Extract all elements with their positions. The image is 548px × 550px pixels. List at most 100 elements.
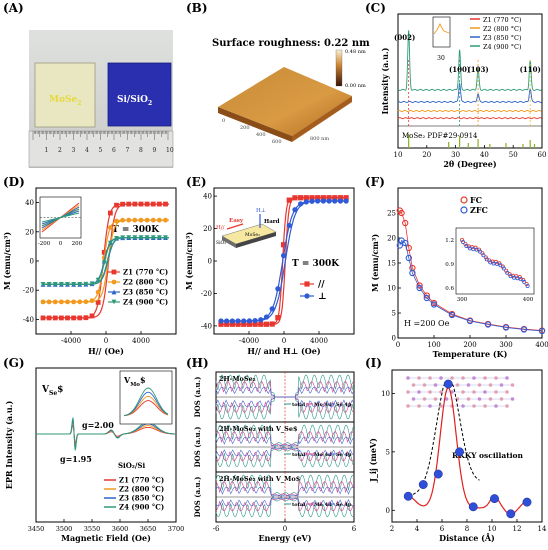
mt-legend-label: ZFC [470, 205, 488, 215]
ani-data-marker [241, 321, 247, 327]
epr-g1-label: g=2.00 [82, 420, 114, 430]
dos-curve-se [215, 447, 354, 457]
ani-data-marker [280, 252, 287, 259]
ani-inset-substrate-front [236, 232, 276, 248]
ani-legend-label: ⊥ [318, 292, 327, 302]
xrd-reference-label: MoSe₂ PDF#29-0914 [402, 132, 478, 140]
ani-inset-hard: Hard [264, 219, 280, 225]
mh-data-marker [156, 201, 162, 207]
ruler-number: 1 [45, 147, 49, 154]
ani-data-marker [332, 198, 338, 204]
ani-data-marker [320, 195, 326, 201]
afm-axis-ticks: 0 200 400 600 800 nm [222, 118, 329, 145]
mh-data-marker [46, 281, 52, 287]
dos-legend-label: Mo 4d [314, 452, 332, 458]
mh-data-marker [40, 299, 46, 305]
epr-inset-line [123, 391, 169, 417]
epr-legend-label: Z1 (770 °C) [119, 476, 164, 485]
ani-data-marker [263, 314, 270, 320]
mh-data-marker [65, 299, 70, 305]
mh-data-marker [40, 281, 46, 287]
dos-curve-mo [215, 431, 354, 447]
dos-legend-label: total [292, 452, 305, 458]
ani-data-marker [269, 306, 275, 312]
mt-legend-marker [460, 206, 468, 214]
epr-y-label: EPR Intensity (a.u.) [4, 401, 14, 490]
mt-y-tick-label: 25 [387, 210, 396, 218]
mt-data-marker [502, 324, 510, 331]
mh-legend-label: Z1 (770 °C) [123, 268, 168, 277]
ani-data-marker [258, 317, 264, 323]
mt-inset-marker [518, 277, 523, 282]
ruler-number: 6 [112, 147, 116, 154]
mt-data-marker [448, 311, 456, 319]
xrd-legend-label: Z1 (770 °C) [483, 16, 522, 24]
mh-inset-line [41, 212, 80, 223]
panel-label-c: (C) [365, 1, 386, 15]
dos-legend-label: Mo 4d [314, 402, 332, 408]
ani-data-marker [224, 321, 230, 327]
ani-legend-marker [304, 293, 310, 299]
dos-legend-label: total [292, 502, 305, 508]
ani-data-marker [320, 198, 326, 204]
ani-y-tick-label: 20 [203, 225, 212, 233]
rkky-x-tick-label: 8 [465, 525, 469, 533]
ruler-number: 8 [139, 147, 143, 154]
rkky-y-label: J_ij (meV) [368, 438, 378, 483]
epr-inset-line [123, 395, 169, 417]
ani-y-tick-label: -40 [201, 322, 212, 330]
ani-temperature-label: T = 300K [292, 259, 340, 269]
dos-curve-total [215, 497, 354, 518]
mh-data-marker [58, 281, 64, 287]
dos-legend-label: total [292, 402, 305, 408]
afm-surface-top [218, 67, 352, 136]
xrd-legend-label: Z2 (800 °C) [483, 25, 522, 33]
ani-data-marker [235, 321, 241, 327]
mh-chart-anisotropy: -4000 0 4000 -40 -20 0 20 40 H// and H⊥ (Oe) M (e… [184, 187, 355, 356]
mh-data-marker [46, 315, 52, 321]
mt-legend-marker [460, 196, 468, 204]
mh-data-marker [120, 217, 126, 223]
mh-legend-label: Z3 (850 °C) [123, 288, 168, 297]
mh-data-marker [95, 289, 101, 295]
ani-data-marker [309, 195, 315, 201]
afm-colorbar-max: 0.48 nm [345, 49, 366, 55]
ani-y-label: M (emu/cm³) [184, 232, 194, 291]
mh-data-marker [95, 300, 101, 305]
mh-data-marker [89, 298, 95, 304]
epr-vse-label: VSe$ [41, 385, 63, 397]
mt-inset-marker [488, 260, 493, 265]
si-sio2-wafer-label: Si/SiO2 [117, 95, 152, 107]
ani-legend-marker [304, 281, 310, 287]
ani-data-marker [263, 321, 270, 327]
epr-inset-line [123, 400, 169, 417]
mt-data-marker [409, 269, 416, 277]
mh-data-marker [138, 235, 144, 241]
dos-x-tick-label: 6 [352, 525, 357, 533]
xrd-series-line [398, 82, 542, 103]
mh-data-marker [71, 281, 77, 287]
epr-vse-sym: $ [57, 385, 63, 395]
ani-data-marker [298, 195, 304, 201]
ani-x-tick-label: 0 [282, 337, 286, 345]
mh-data-marker [150, 217, 156, 223]
panel-b: (B) Surface roughness: 0.22 nm 0 200 400… [186, 1, 370, 145]
ani-data-marker [252, 321, 258, 327]
mh-data-marker [107, 225, 113, 230]
mh-data-marker [65, 315, 70, 321]
ani-data-marker [292, 195, 298, 201]
ani-data-marker [218, 318, 224, 324]
mt-y-tick-label: 0 [392, 335, 396, 343]
rkky-x-tick-label: 2 [390, 525, 394, 533]
mh-data-marker [132, 235, 138, 241]
mh-data-marker [58, 315, 64, 321]
ruler-number: 2 [58, 147, 62, 154]
mt-inset-marker [487, 258, 492, 263]
mh-data-marker [52, 315, 58, 321]
rkky-lattice-atom [505, 376, 509, 380]
dos-x-label: Energy (eV) [258, 533, 311, 543]
rkky-y-tick-label: 10 [381, 390, 390, 398]
dos-legend-label: Se 4p [336, 402, 352, 408]
panel-label-e: (E) [186, 175, 207, 189]
